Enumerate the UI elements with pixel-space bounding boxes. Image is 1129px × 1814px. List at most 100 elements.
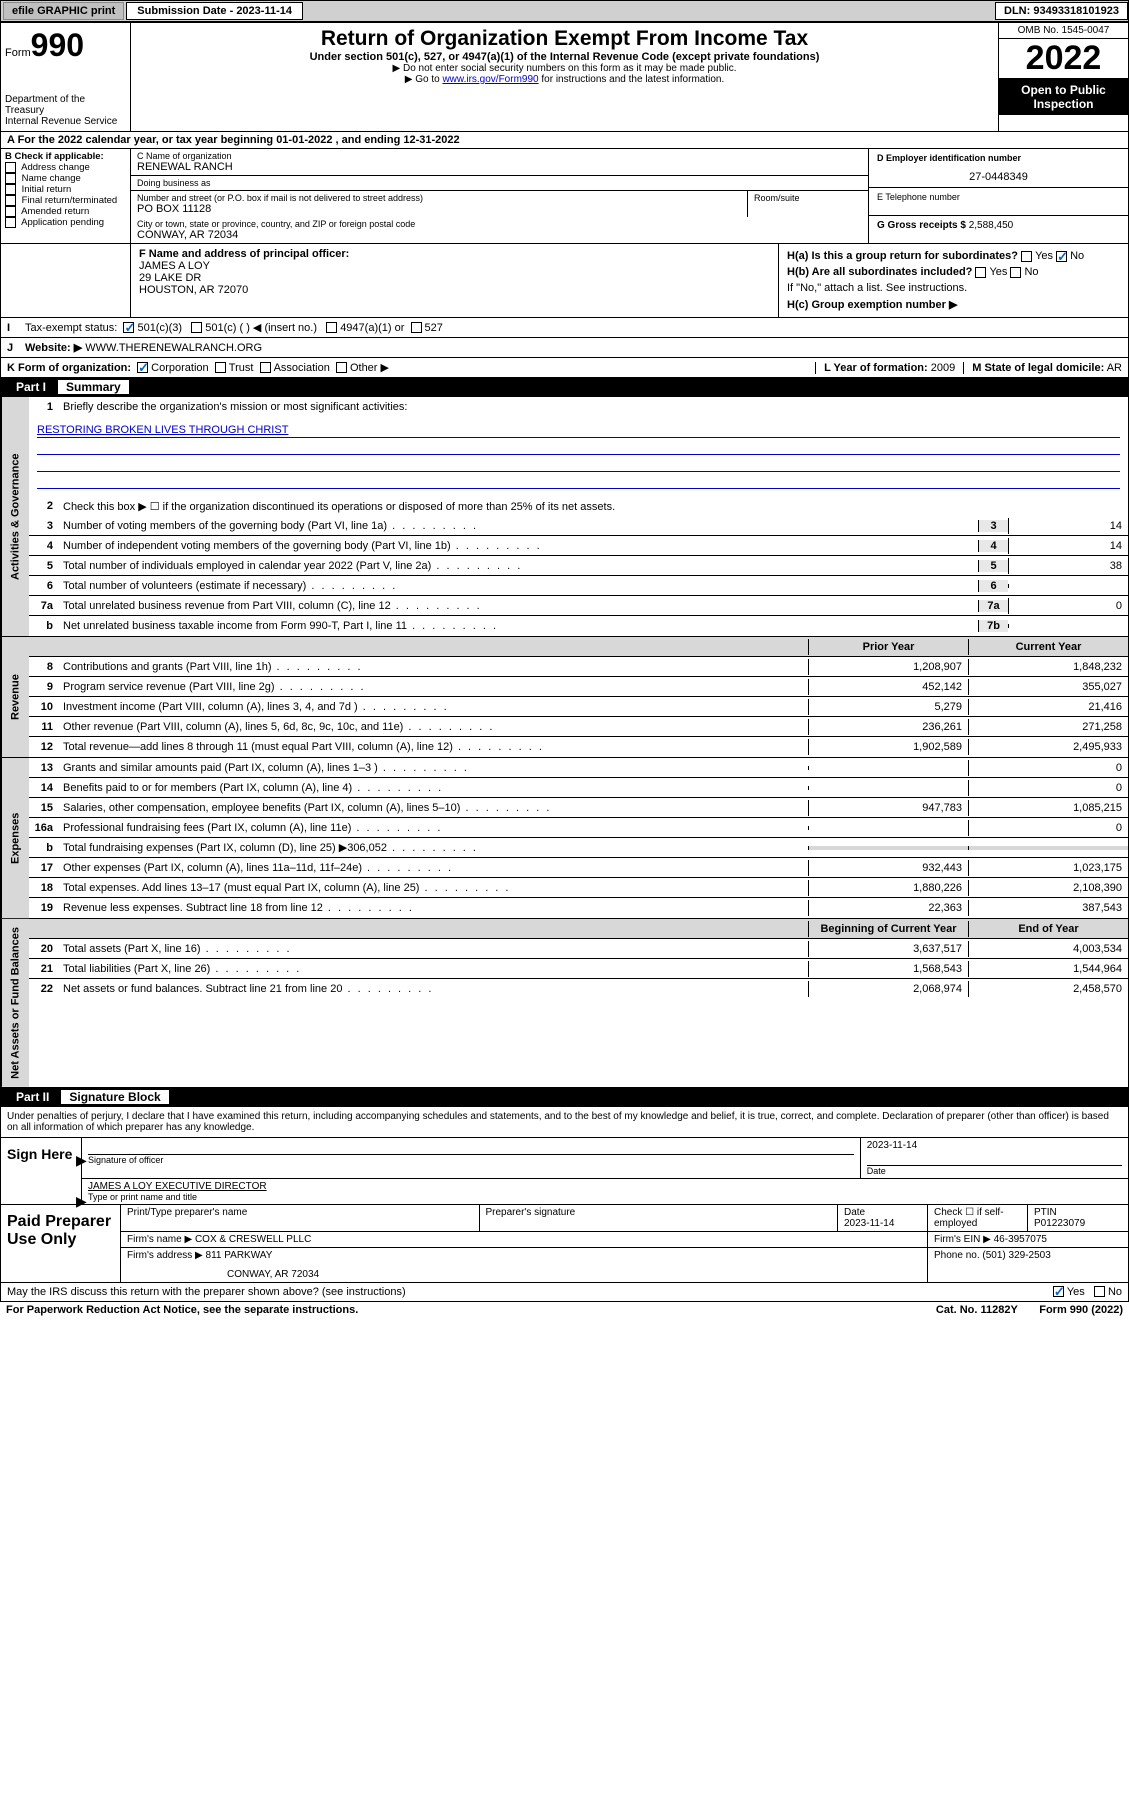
trust-checkbox[interactable] [215,362,226,373]
section-h: H(a) Is this a group return for subordin… [778,244,1128,317]
q1-label: Briefly describe the organization's miss… [59,399,1128,415]
irs-link[interactable]: www.irs.gov/Form990 [442,74,538,85]
cat-no: Cat. No. 11282Y [936,1304,1018,1316]
ein-value: 27-0448349 [877,163,1120,183]
header-title-block: Return of Organization Exempt From Incom… [131,23,998,131]
row-i-tax-status: I Tax-exempt status: 501(c)(3) 501(c) ( … [0,318,1129,338]
colb-checkbox[interactable] [5,184,16,195]
colb-checkbox[interactable] [5,195,16,206]
firm-ein-value: 46-3957075 [994,1234,1047,1245]
mission-blank-3 [37,475,1120,489]
tax-status-label: Tax-exempt status: [25,322,117,334]
501c3-checkbox[interactable] [123,322,134,333]
firm-addr-label: Firm's address ▶ [127,1250,203,1261]
sig-declaration: Under penalties of perjury, I declare th… [1,1107,1128,1138]
summary-line: 15Salaries, other compensation, employee… [29,798,1128,818]
section-f: F Name and address of principal officer:… [131,244,778,317]
top-toolbar: efile GRAPHIC print Submission Date - 20… [0,0,1129,22]
summary-line: 18Total expenses. Add lines 13–17 (must … [29,878,1128,898]
summary-expenses: Expenses 13Grants and similar amounts pa… [0,758,1129,919]
form-word: Form [5,47,31,59]
summary-line: 9Program service revenue (Part VIII, lin… [29,677,1128,697]
discuss-yes: Yes [1067,1286,1085,1298]
org-name: RENEWAL RANCH [137,161,862,173]
officer-addr1: 29 LAKE DR [139,272,770,284]
501c-checkbox[interactable] [191,322,202,333]
prep-date-label: Date [844,1207,921,1218]
phone-label: E Telephone number [877,192,1120,202]
yes-text-2: Yes [989,266,1007,278]
ptin-value: P01223079 [1034,1218,1122,1229]
colb-checkbox[interactable] [5,217,16,228]
opt-527: 527 [425,322,443,334]
opt-other: Other ▶ [350,361,389,374]
officer-name: JAMES A LOY [139,260,770,272]
other-checkbox[interactable] [336,362,347,373]
discuss-no: No [1108,1286,1122,1298]
summary-line: 17Other expenses (Part IX, column (A), l… [29,858,1128,878]
firm-name-label: Firm's name ▶ [127,1234,192,1245]
hb-yes-checkbox[interactable] [975,267,986,278]
paid-preparer-block: Paid Preparer Use Only Print/Type prepar… [0,1205,1129,1283]
527-checkbox[interactable] [411,322,422,333]
col-c-org-info: C Name of organization RENEWAL RANCH Doi… [131,149,868,243]
hb-no-checkbox[interactable] [1010,267,1021,278]
part-1-title: Summary [58,380,129,394]
opt-assoc: Association [274,362,330,374]
summary-line: 10Investment income (Part VIII, column (… [29,697,1128,717]
arrow-icon-2: ▶ [76,1193,87,1210]
city-label: City or town, state or province, country… [137,219,862,229]
gross-label: G Gross receipts $ [877,220,966,231]
summary-line: 16aProfessional fundraising fees (Part I… [29,818,1128,838]
assoc-checkbox[interactable] [260,362,271,373]
ssn-note: ▶ Do not enter social security numbers o… [135,63,994,74]
colb-checkbox[interactable] [5,206,16,217]
mission-blank-1 [37,441,1120,455]
arrow-icon: ▶ [76,1152,87,1169]
summary-line: 11Other revenue (Part VIII, column (A), … [29,717,1128,737]
discuss-text: May the IRS discuss this return with the… [7,1286,406,1298]
bottom-footer: For Paperwork Reduction Act Notice, see … [0,1302,1129,1318]
col-b-label: B Check if applicable: [5,151,126,162]
prep-sig-label: Preparer's signature [486,1207,832,1218]
colb-option: Application pending [5,217,126,228]
ha-yes-checkbox[interactable] [1021,251,1032,262]
section-fgh: F Name and address of principal officer:… [0,244,1129,318]
opt-corp: Corporation [151,362,208,374]
yes-text: Yes [1035,250,1053,262]
tab-net-assets: Net Assets or Fund Balances [1,919,29,1087]
discuss-no-checkbox[interactable] [1094,1286,1105,1297]
col-b-checkboxes: B Check if applicable: Address change Na… [1,149,131,243]
firm-addr1: 811 PARKWAY [206,1250,273,1261]
mission-blank-2 [37,458,1120,472]
summary-line: 3Number of voting members of the governi… [29,516,1128,536]
4947-checkbox[interactable] [326,322,337,333]
ha-no-checkbox[interactable] [1056,251,1067,262]
summary-line: 14Benefits paid to or for members (Part … [29,778,1128,798]
summary-line: 5Total number of individuals employed in… [29,556,1128,576]
firm-phone-value: (501) 329-2503 [982,1250,1050,1261]
colb-checkbox[interactable] [5,162,16,173]
summary-line: 13Grants and similar amounts paid (Part … [29,758,1128,778]
l-label: L Year of formation: [824,362,928,374]
l-value: 2009 [931,362,955,374]
ptin-label: PTIN [1034,1207,1122,1218]
sig-officer-label: Signature of officer [88,1154,854,1165]
summary-line: bNet unrelated business taxable income f… [29,616,1128,636]
efile-print-button[interactable]: efile GRAPHIC print [3,2,124,20]
addr-value: PO BOX 11128 [137,203,741,215]
tax-year: 2022 [999,39,1128,79]
row-a-tax-year: A For the 2022 calendar year, or tax yea… [0,132,1129,149]
colb-option: Address change [5,162,126,173]
part-2-header: Part II Signature Block [0,1088,1129,1106]
mission-text: RESTORING BROKEN LIVES THROUGH CHRIST [37,424,1120,438]
dln-number: DLN: 93493318101923 [995,2,1128,20]
addr-label: Number and street (or P.O. box if mail i… [137,193,741,203]
submission-date: Submission Date - 2023-11-14 [126,2,303,20]
discuss-yes-checkbox[interactable] [1053,1286,1064,1297]
q2-text: Check this box ▶ ☐ if the organization d… [59,498,1128,515]
colb-checkbox[interactable] [5,173,16,184]
room-label: Room/suite [754,193,862,203]
ha-label: H(a) Is this a group return for subordin… [787,250,1018,262]
corp-checkbox[interactable] [137,362,148,373]
